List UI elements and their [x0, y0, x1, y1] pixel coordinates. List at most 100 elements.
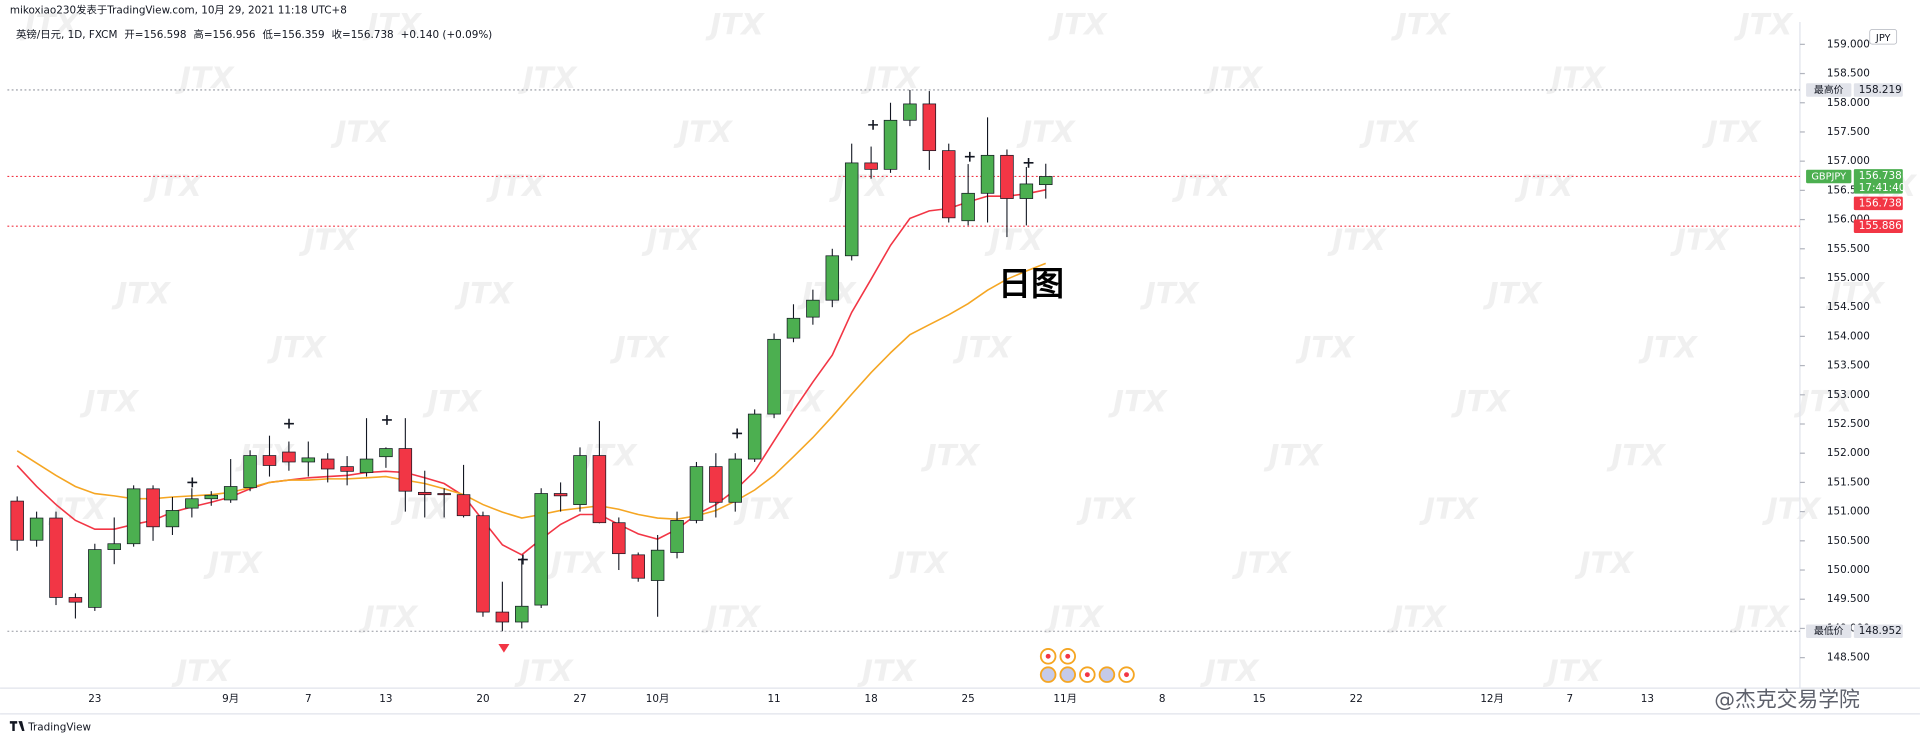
watermark: JTX [1734, 7, 1794, 41]
price-name-box [1806, 624, 1852, 638]
y-tick-label: 150.500 [1827, 535, 1870, 547]
candle-body [980, 154, 995, 194]
y-tick-label: 151.000 [1827, 506, 1870, 518]
candle-body [495, 611, 510, 623]
x-tick-label: 11月 [1053, 693, 1077, 705]
x-tick-label: 18 [864, 693, 877, 705]
watermark: JTX [1670, 223, 1730, 257]
x-tick-label: 12月 [1480, 693, 1504, 705]
watermark: JTX [203, 546, 263, 580]
watermark: JTX [733, 492, 793, 526]
price-label: 155.886 [1859, 220, 1902, 232]
ohlc-low: 低=156.359 [263, 28, 325, 41]
candle-body [961, 192, 975, 222]
candle-body [243, 455, 257, 489]
candle-body [786, 317, 801, 339]
watermark: JTX [486, 169, 546, 203]
candle-body [88, 549, 102, 608]
candle-body [282, 451, 296, 463]
y-tick-label: 159.000 [1827, 38, 1870, 50]
candle-body [747, 413, 762, 460]
signal-markers [187, 119, 1034, 565]
watermark: JTX [422, 384, 482, 418]
y-tick-label: 155.500 [1827, 243, 1870, 255]
watermark: JTX [1483, 277, 1543, 311]
watermark: JTX [1762, 492, 1822, 526]
ohlc-change: +0.140 (+0.09%) [401, 29, 493, 41]
watermark: JTX [80, 384, 140, 418]
x-tick-label: 27 [573, 693, 586, 705]
watermark: JTX [1515, 169, 1575, 203]
price-label: 158.219 [1859, 84, 1902, 96]
candle-body [612, 522, 626, 555]
watermark: JTX [143, 169, 203, 203]
candle-body [689, 466, 704, 521]
watermark: JTX [362, 7, 422, 41]
price-name: 最高价 [1814, 83, 1844, 96]
watermark: JTX [953, 331, 1013, 365]
candle-body [592, 455, 607, 524]
watermark: JTX [299, 223, 359, 257]
watermark: JTX [1140, 277, 1200, 311]
candle-body [864, 162, 878, 170]
x-tick-label: 22 [1350, 693, 1363, 705]
watermark: JTX [514, 654, 574, 688]
watermark: JTX [1044, 600, 1104, 634]
candle-body [1000, 154, 1014, 199]
symbol: 英镑/日元, 1D, FXCM [16, 28, 117, 41]
watermark: JTX [610, 331, 670, 365]
candle-body [10, 500, 24, 541]
watermark: JTX [331, 115, 391, 149]
candle-body [515, 605, 529, 623]
candle-body [650, 549, 665, 581]
candle-body [204, 494, 219, 500]
brand: TradingView [27, 721, 91, 733]
x-tick-label: 25 [962, 693, 975, 705]
y-tick-label: 152.000 [1827, 447, 1870, 459]
x-tick-label: 11 [767, 693, 780, 705]
candle-body [922, 103, 937, 152]
watermark: JTX [578, 438, 638, 472]
candle-body [1019, 183, 1034, 199]
currency: JPY [1875, 33, 1891, 44]
candle-body [107, 543, 121, 550]
candle-body [126, 488, 141, 545]
candle-body [825, 255, 840, 301]
price-label-box [1853, 219, 1903, 233]
x-tick-label: 15 [1253, 693, 1266, 705]
ohlc-close: 收=156.738 [332, 28, 394, 41]
watermark: JTX [1295, 331, 1355, 365]
candle-body [553, 493, 568, 497]
watermark: JTX [391, 492, 451, 526]
candle-body [146, 488, 160, 528]
watermarks: JTX JTX JTX JTX JTX JTX JTX JTX JTX JTX JTX JTX JTX J… [20, 7, 1918, 687]
candle-body [49, 517, 63, 598]
y-tick-label: 150.000 [1827, 564, 1870, 576]
watermark: JTX [546, 546, 606, 580]
ma-line [16, 262, 1047, 520]
price-name: GBPJPY [1811, 171, 1846, 182]
watermark: JTX [359, 600, 419, 634]
watermark: JTX [171, 654, 231, 688]
watermark: JTX [1451, 384, 1511, 418]
watermark: JTX [1638, 331, 1698, 365]
plot-area: 148.500149.000149.500150.000150.500151.0… [7, 38, 1905, 705]
watermark: JTX [705, 7, 765, 41]
watermark: JTX [1702, 115, 1762, 149]
watermark: JTX [1730, 600, 1790, 634]
x-tick-label: 13 [379, 693, 392, 705]
watermark: JTX [1606, 438, 1666, 472]
watermark: JTX [921, 438, 981, 472]
price-time: 17:41:40 [1859, 182, 1906, 194]
candle-body [942, 150, 956, 219]
ohlc-open: 开=156.598 [124, 29, 186, 41]
watermark: JTX [20, 7, 80, 41]
watermark: JTX [1264, 438, 1324, 472]
candle-body [398, 448, 413, 492]
candle-body [320, 458, 335, 470]
y-tick-label: 153.000 [1827, 389, 1870, 401]
y-tick-label: 157.000 [1827, 155, 1870, 167]
price-name-box [1806, 83, 1852, 97]
watermark: JTX [857, 654, 917, 688]
